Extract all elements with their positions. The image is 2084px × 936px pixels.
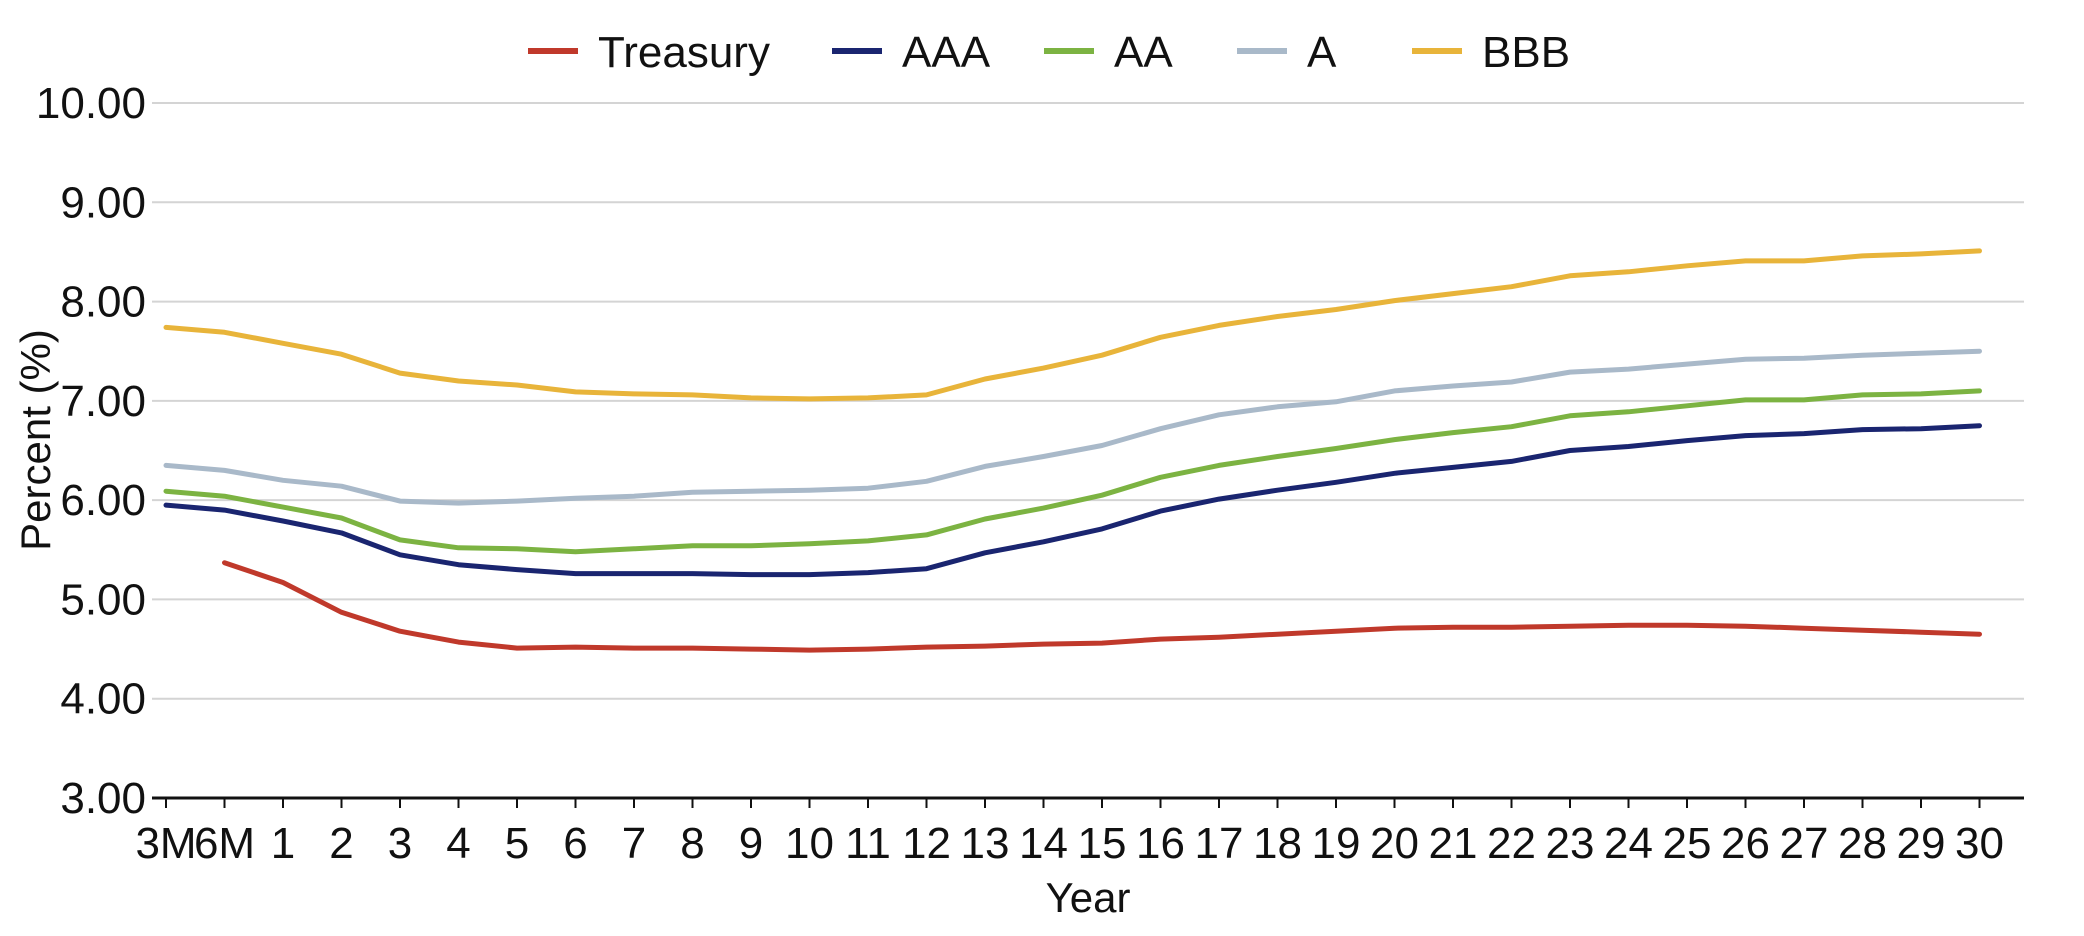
x-tick-label: 24 [1604,819,1653,868]
x-tick-label: 2 [329,819,353,868]
series-line-treasury [222,560,1982,653]
x-tick-label: 30 [1955,819,2004,868]
legend-label-a: A [1307,28,1337,77]
series-line-aaa [163,423,1982,578]
y-axis-title: Percent (%) [12,329,59,551]
x-tick-label: 17 [1195,819,1244,868]
x-tick-label: 21 [1429,819,1478,868]
x-axis-title: Year [1046,874,1131,921]
x-tick-label: 11 [845,819,891,868]
series-lines [163,248,1982,653]
x-tick-label: 23 [1546,819,1595,868]
y-tick-label: 5.00 [60,575,146,624]
x-tick-label: 29 [1897,819,1946,868]
y-tick-label: 4.00 [60,675,146,724]
legend-label-treasury: Treasury [598,28,770,77]
x-tick-label: 22 [1487,819,1536,868]
x-tick-label: 18 [1253,819,1302,868]
y-axis-ticks: 3.00 4.00 5.00 6.00 7.00 8.00 9.00 10.00 [36,79,146,823]
x-tick-label: 19 [1312,819,1361,868]
x-tick-label: 16 [1136,819,1185,868]
series-line-aa [163,388,1982,555]
x-tick-label: 27 [1780,819,1829,868]
x-tick-label: 5 [505,819,529,868]
x-tick-label: 8 [680,819,704,868]
legend: Treasury AAA AA A BBB [528,28,1570,77]
x-tick-label: 7 [622,819,646,868]
x-tick-label: 25 [1663,819,1712,868]
legend-label-bbb: BBB [1482,28,1570,77]
series-line-a [163,348,1982,506]
y-tick-label: 8.00 [60,278,146,327]
legend-label-aa: AA [1114,28,1173,77]
y-tick-label: 6.00 [60,476,146,525]
y-tick-label: 9.00 [60,178,146,227]
x-tick-label: 3M [135,819,196,868]
x-tick-label: 14 [1019,819,1068,868]
x-tick-label: 28 [1838,819,1887,868]
x-tick-label: 4 [446,819,470,868]
x-tick-label: 15 [1078,819,1127,868]
x-tick-label: 20 [1370,819,1419,868]
x-tick-label: 9 [739,819,763,868]
x-tick-label: 3 [388,819,412,868]
x-tick-label: 6M [194,819,255,868]
x-tick-label: 12 [902,819,951,868]
legend-label-aaa: AAA [902,28,991,77]
x-tick-label: 6 [563,819,587,868]
x-tick-label: 26 [1721,819,1770,868]
x-tick-label: 13 [961,819,1010,868]
y-tick-label: 3.00 [60,774,146,823]
y-tick-label: 7.00 [60,377,146,426]
x-tick-label: 1 [271,819,295,868]
series-line-bbb [163,248,1982,402]
x-tick-label: 10 [785,819,834,868]
y-tick-label: 10.00 [36,79,146,128]
